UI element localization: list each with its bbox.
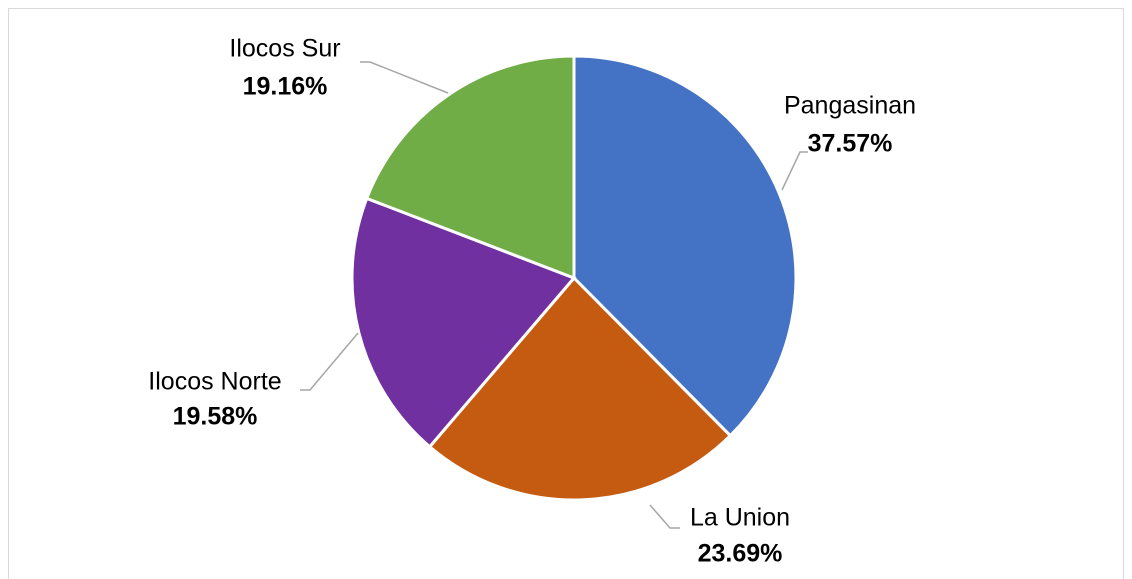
leader-line xyxy=(360,61,449,94)
value-label: 19.16% xyxy=(243,73,328,101)
pie-slice xyxy=(350,196,577,449)
leader-line xyxy=(781,151,808,191)
category-label: Ilocos Sur xyxy=(229,35,340,63)
category-label: Ilocos Norte xyxy=(148,368,281,396)
pie-slice xyxy=(572,54,798,438)
pie-slice xyxy=(364,54,576,281)
category-label: Pangasinan xyxy=(784,92,916,120)
value-label: 23.69% xyxy=(698,540,783,568)
value-label: 19.58% xyxy=(173,403,258,431)
category-label: La Union xyxy=(690,504,790,532)
pie-slice xyxy=(427,275,733,502)
leader-line xyxy=(300,332,359,391)
leader-line xyxy=(649,504,680,529)
value-label: 37.57% xyxy=(808,130,893,158)
